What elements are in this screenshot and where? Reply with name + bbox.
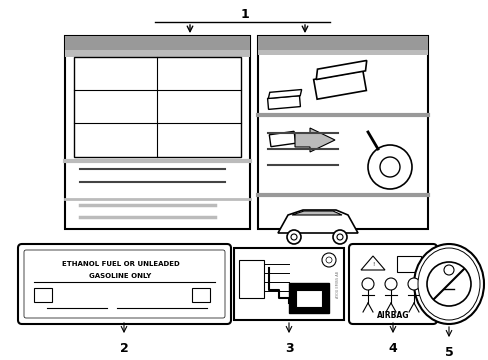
Polygon shape	[294, 128, 334, 152]
Text: AYOU EMISS AB: AYOU EMISS AB	[335, 270, 339, 297]
Text: AIRBAG: AIRBAG	[376, 311, 408, 320]
Polygon shape	[313, 71, 366, 99]
Text: 4: 4	[388, 342, 397, 355]
Polygon shape	[316, 60, 366, 80]
Text: 2: 2	[120, 342, 128, 355]
Circle shape	[286, 230, 301, 244]
Bar	[65, 36, 249, 50]
Polygon shape	[360, 256, 384, 270]
Polygon shape	[267, 96, 300, 109]
Circle shape	[325, 257, 331, 263]
Text: !: !	[371, 262, 373, 267]
Bar	[234, 248, 343, 320]
Circle shape	[407, 278, 419, 290]
Bar	[65, 36, 249, 229]
Text: 3: 3	[284, 342, 293, 355]
Circle shape	[384, 278, 396, 290]
Text: 1: 1	[240, 8, 249, 21]
Text: ETHANOL FUEL OR UNLEADED: ETHANOL FUEL OR UNLEADED	[61, 261, 179, 267]
Bar	[74, 57, 241, 157]
Circle shape	[332, 230, 346, 244]
Circle shape	[443, 265, 453, 275]
Polygon shape	[278, 210, 357, 233]
Bar	[34, 288, 52, 302]
Polygon shape	[268, 90, 301, 99]
Circle shape	[379, 157, 399, 177]
Bar	[192, 288, 209, 302]
Circle shape	[367, 145, 411, 189]
Bar	[239, 260, 264, 298]
Ellipse shape	[417, 248, 479, 320]
Polygon shape	[269, 131, 295, 147]
Circle shape	[290, 234, 296, 240]
FancyBboxPatch shape	[18, 244, 230, 324]
Bar	[258, 36, 427, 229]
Circle shape	[426, 262, 470, 306]
Bar	[396, 256, 420, 272]
FancyBboxPatch shape	[348, 244, 436, 324]
Text: GASOLINE ONLY: GASOLINE ONLY	[89, 273, 151, 279]
Circle shape	[361, 278, 373, 290]
Ellipse shape	[413, 244, 483, 324]
Bar	[65, 50, 249, 57]
Bar	[295, 290, 321, 307]
Bar	[258, 36, 427, 50]
Text: 5: 5	[444, 346, 452, 359]
Bar	[288, 283, 328, 313]
Polygon shape	[291, 211, 341, 215]
Circle shape	[336, 234, 342, 240]
Bar	[258, 50, 427, 55]
Circle shape	[321, 253, 335, 267]
